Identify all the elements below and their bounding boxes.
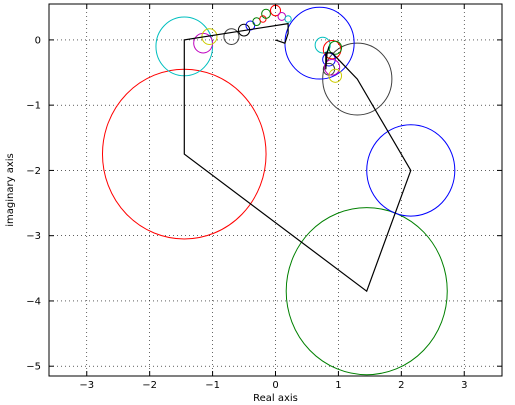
x-tick-label: −2 <box>142 380 157 391</box>
path-line <box>183 22 412 293</box>
x-tick-label: −1 <box>205 380 220 391</box>
circle-mark <box>284 15 292 23</box>
y-tick-label: −3 <box>26 231 41 242</box>
x-axis-label: Real axis <box>253 393 298 404</box>
y-axis-label: imaginary axis <box>5 153 16 226</box>
circle-mark <box>223 28 240 45</box>
ticks: −3 −2 −1 0 1 2 3 −5 −4 −3 −2 −1 0 <box>26 4 502 391</box>
circle-mark <box>328 68 343 83</box>
y-tick-label: 0 <box>35 35 41 46</box>
circle-mark <box>285 207 448 376</box>
y-tick-label: −5 <box>26 362 41 373</box>
x-tick-label: 3 <box>461 380 467 391</box>
y-tick-label: −2 <box>26 166 41 177</box>
circle-mark <box>366 124 456 217</box>
x-tick-label: −3 <box>79 380 94 391</box>
x-tick-label: 1 <box>335 380 341 391</box>
circle-mark <box>259 15 267 23</box>
circle-mark <box>261 8 271 19</box>
y-tick-label: −4 <box>26 296 41 307</box>
x-tick-label: 2 <box>398 380 404 391</box>
circle-mark <box>314 36 331 54</box>
x-tick-label: 0 <box>272 380 278 391</box>
line-series <box>183 22 412 293</box>
circle-mark <box>324 58 341 76</box>
y-tick-label: −1 <box>26 101 41 112</box>
circle-mark <box>193 32 214 54</box>
plot-area <box>49 4 502 376</box>
